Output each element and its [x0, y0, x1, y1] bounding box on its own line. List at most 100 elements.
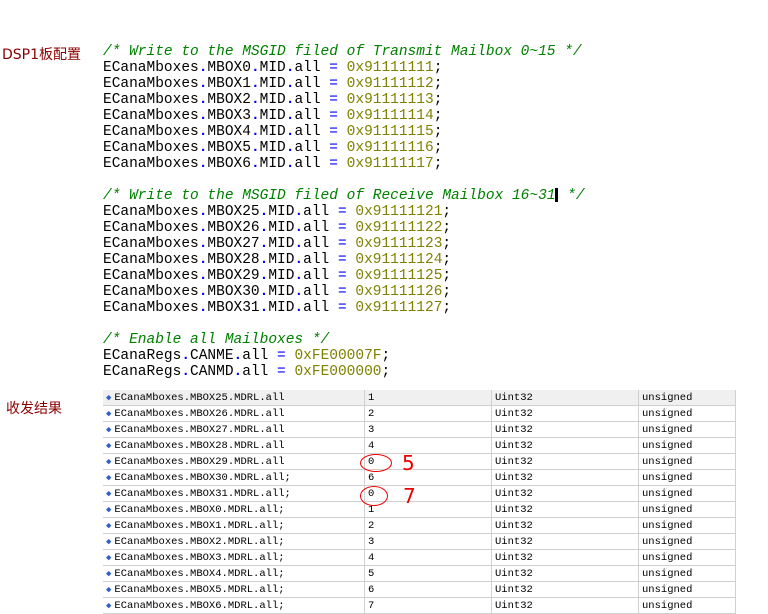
code-identifier: ECanaMboxes [103, 76, 199, 92]
assign-operator: = [268, 364, 295, 380]
dot-operator: . [285, 140, 295, 156]
code-identifier: MID [259, 60, 286, 76]
watch-name: ECanaMboxes.MBOX3.MDRL.all; [114, 551, 285, 564]
watch-name: ECanaMboxes.MBOX25.MDRL.all [114, 391, 285, 404]
highlight-circle [360, 486, 388, 506]
dot-operator: . [198, 156, 208, 172]
watch-row[interactable]: ◆ ECanaMboxes.MBOX27.MDRL.all 3 Uint32 unsig… [103, 421, 736, 438]
watch-row[interactable]: ◆ ECanaMboxes.MBOX5.MDRL.all; 6 Uint32 unsig… [103, 581, 736, 598]
code-editor[interactable]: /* Write to the MSGID filed of Transmit … [103, 44, 585, 380]
code-identifier: MBOX4 [207, 124, 251, 140]
code-identifier: MBOX6 [207, 156, 251, 172]
assign-operator: = [268, 348, 295, 364]
code-identifier: MBOX30 [207, 284, 260, 300]
assign-operator: = [329, 284, 356, 300]
watch-value[interactable]: 7 [364, 597, 492, 614]
dot-operator: . [198, 108, 208, 124]
code-identifier: MID [259, 92, 286, 108]
code-line: ECanaMboxes.MBOX30.MID.all = 0x91111126; [103, 284, 585, 300]
semicolon: ; [433, 156, 443, 172]
watch-row[interactable]: ◆ ECanaMboxes.MBOX6.MDRL.all; 7 Uint32 unsig… [103, 597, 736, 614]
watch-value[interactable]: 1 [364, 501, 492, 518]
watch-name: ECanaMboxes.MBOX5.MDRL.all; [114, 583, 285, 596]
assign-operator: = [320, 60, 347, 76]
watch-row[interactable]: ◆ ECanaMboxes.MBOX3.MDRL.all; 4 Uint32 unsig… [103, 549, 736, 566]
code-line: /* Write to the MSGID filed of Receive M… [103, 188, 585, 204]
watch-row[interactable]: ◆ ECanaMboxes.MBOX0.MDRL.all; 1 Uint32 unsig… [103, 501, 736, 518]
code-number: 0x91111111 [346, 60, 434, 76]
watch-row[interactable]: ◆ ECanaMboxes.MBOX29.MDRL.all 0 Uint32 unsig… [103, 453, 736, 470]
watch-row[interactable]: ◆ ECanaMboxes.MBOX2.MDRL.all; 3 Uint32 unsig… [103, 533, 736, 550]
watch-row[interactable]: ◆ ECanaMboxes.MBOX1.MDRL.all; 2 Uint32 unsig… [103, 517, 736, 534]
dot-operator: . [294, 204, 304, 220]
watch-value[interactable]: 6 [364, 581, 492, 598]
watch-type: Uint32 [491, 565, 639, 582]
code-identifier: CANME [190, 348, 234, 364]
watch-name: ECanaMboxes.MBOX1.MDRL.all; [114, 519, 285, 532]
watch-name: ECanaMboxes.MBOX4.MDRL.all; [114, 567, 285, 580]
watch-name-cell: ◆ ECanaMboxes.MBOX5.MDRL.all; [103, 581, 365, 598]
code-identifier: MBOX5 [207, 140, 251, 156]
watch-value[interactable]: 6 [364, 469, 492, 486]
watch-value[interactable]: 3 [364, 533, 492, 550]
variable-icon: ◆ [106, 424, 112, 435]
code-line: ECanaMboxes.MBOX6.MID.all = 0x91111117; [103, 156, 585, 172]
watch-value[interactable]: 4 [364, 549, 492, 566]
watch-name-cell: ◆ ECanaMboxes.MBOX31.MDRL.all; [103, 485, 365, 502]
assign-operator: = [320, 156, 347, 172]
dot-operator: . [285, 156, 295, 172]
dot-operator: . [198, 60, 208, 76]
assign-operator: = [320, 124, 347, 140]
code-line: ECanaMboxes.MBOX5.MID.all = 0x91111116; [103, 140, 585, 156]
watch-row[interactable]: ◆ ECanaMboxes.MBOX4.MDRL.all; 5 Uint32 unsig… [103, 565, 736, 582]
variable-icon: ◆ [106, 536, 112, 547]
assign-operator: = [329, 220, 356, 236]
watch-name: ECanaMboxes.MBOX27.MDRL.all [114, 423, 285, 436]
watch-value[interactable]: 5 [364, 565, 492, 582]
semicolon: ; [433, 124, 443, 140]
code-number: 0x91111124 [355, 252, 443, 268]
semicolon: ; [381, 348, 391, 364]
watch-row[interactable]: ◆ ECanaMboxes.MBOX28.MDRL.all 4 Uint32 unsig… [103, 437, 736, 454]
code-identifier: all [294, 124, 321, 140]
watch-type: Uint32 [491, 469, 639, 486]
code-identifier: all [303, 204, 330, 220]
variable-icon: ◆ [106, 520, 112, 531]
dot-operator: . [181, 364, 191, 380]
variable-icon: ◆ [106, 392, 112, 403]
dot-operator: . [250, 124, 260, 140]
watch-row[interactable]: ◆ ECanaMboxes.MBOX25.MDRL.all 1 Uint32 unsig… [103, 390, 736, 406]
code-identifier: MBOX3 [207, 108, 251, 124]
dot-operator: . [233, 348, 243, 364]
watch-radix: unsigned [638, 533, 736, 550]
dot-operator: . [198, 220, 208, 236]
watch-name-cell: ◆ ECanaMboxes.MBOX0.MDRL.all; [103, 501, 365, 518]
code-identifier: MBOX27 [207, 236, 260, 252]
code-identifier: MID [268, 268, 295, 284]
code-line: ECanaMboxes.MBOX27.MID.all = 0x91111123; [103, 236, 585, 252]
watch-value[interactable]: 2 [364, 405, 492, 422]
variable-icon: ◆ [106, 568, 112, 579]
watch-type: Uint32 [491, 485, 639, 502]
watch-table: ◆ ECanaMboxes.MBOX25.MDRL.all 1 Uint32 unsig… [103, 390, 736, 614]
variable-icon: ◆ [106, 456, 112, 467]
code-identifier: all [294, 156, 321, 172]
code-identifier: MID [259, 140, 286, 156]
annotation-5: 5 [402, 451, 415, 475]
dot-operator: . [250, 140, 260, 156]
watch-value[interactable]: 4 [364, 437, 492, 454]
code-identifier: ECanaMboxes [103, 108, 199, 124]
watch-radix: unsigned [638, 390, 736, 406]
code-identifier: CANMD [190, 364, 234, 380]
watch-value[interactable]: 2 [364, 517, 492, 534]
code-line: ECanaMboxes.MBOX0.MID.all = 0x91111111; [103, 60, 585, 76]
assign-operator: = [329, 236, 356, 252]
watch-radix: unsigned [638, 421, 736, 438]
code-identifier: ECanaRegs [103, 364, 182, 380]
watch-row[interactable]: ◆ ECanaMboxes.MBOX31.MDRL.all; 0 Uint32 unsi… [103, 485, 736, 502]
watch-value[interactable]: 1 [364, 390, 492, 406]
watch-row[interactable]: ◆ ECanaMboxes.MBOX26.MDRL.all 2 Uint32 unsig… [103, 405, 736, 422]
watch-value[interactable]: 3 [364, 421, 492, 438]
watch-row[interactable]: ◆ ECanaMboxes.MBOX30.MDRL.all; 6 Uint32 unsi… [103, 469, 736, 486]
dot-operator: . [285, 124, 295, 140]
